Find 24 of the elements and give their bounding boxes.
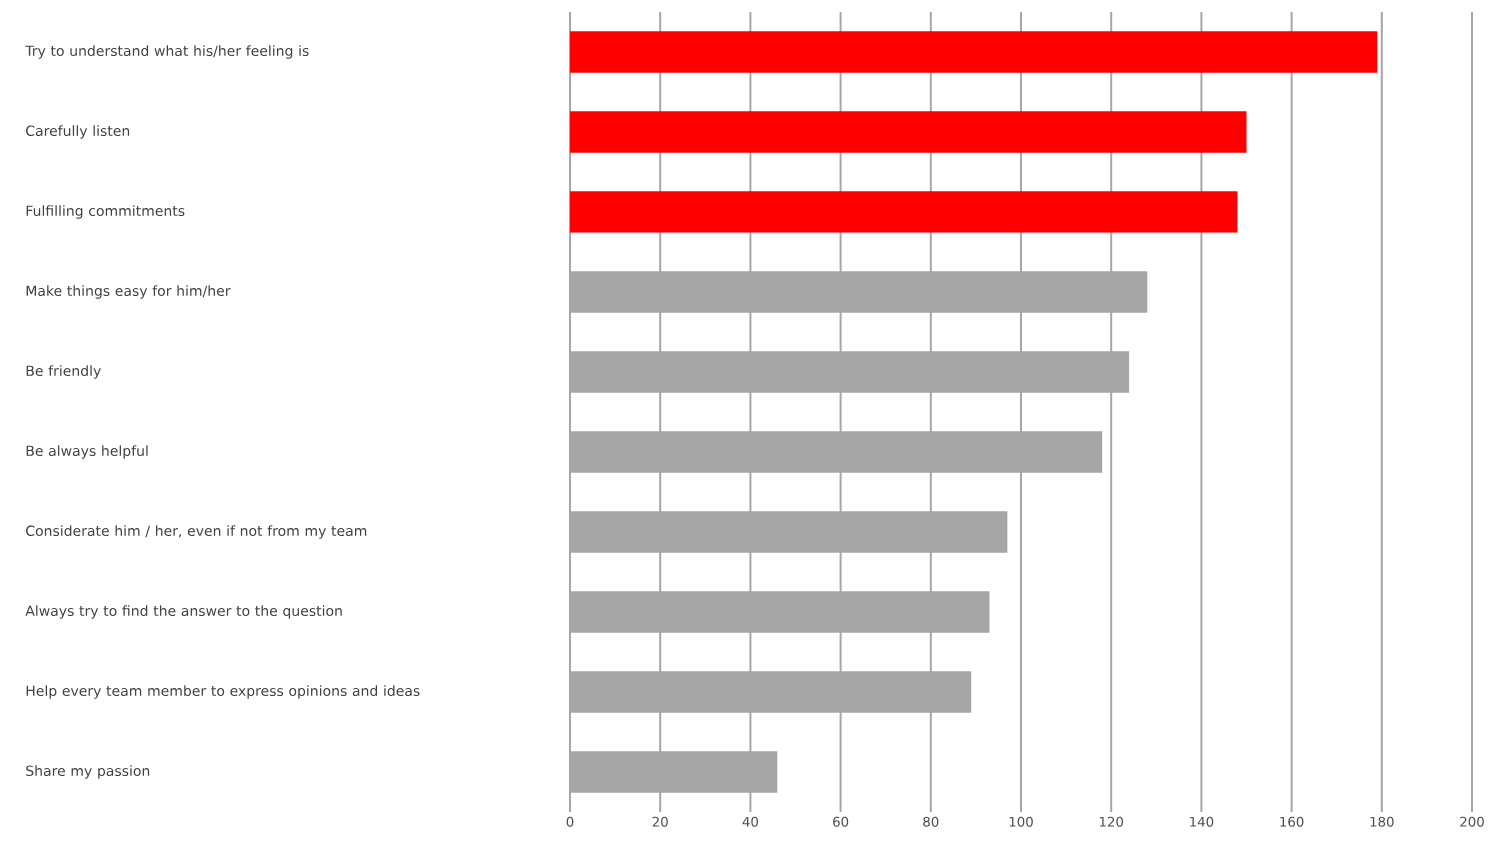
y-tick-label: Considerate him / her, even if not from my team (26, 525, 367, 539)
x-tick-label: 160 (1280, 816, 1304, 827)
x-tick-label: 200 (1460, 816, 1484, 827)
x-tick-label: 80 (923, 816, 939, 827)
y-tick-label: Help every team member to express opinions and ideas (26, 685, 420, 699)
y-tick-label: Share my passion (26, 765, 150, 779)
y-tick-label: Be always helpful (26, 445, 148, 459)
bar (570, 31, 1378, 73)
y-tick-label: Try to understand what his/her feeling is (25, 45, 309, 59)
y-tick-label: Carefully listen (26, 125, 130, 139)
x-tick-label: 100 (1009, 816, 1033, 827)
x-tick-label: 20 (652, 816, 668, 827)
y-tick-label: Be friendly (26, 365, 101, 379)
x-tick-label: 180 (1370, 816, 1394, 827)
x-tick-label: 120 (1099, 816, 1124, 827)
bar (570, 191, 1238, 233)
y-tick-label: Always try to find the answer to the question (25, 605, 342, 619)
x-tick-label: 60 (833, 816, 849, 827)
bar (570, 111, 1247, 153)
y-tick-label: Make things easy for him/her (26, 285, 231, 299)
x-tick-label: 40 (742, 816, 759, 827)
y-tick-label: Fulfilling commitments (26, 205, 185, 219)
x-tick-label: 0 (566, 816, 574, 827)
x-tick-label: 140 (1190, 816, 1214, 827)
